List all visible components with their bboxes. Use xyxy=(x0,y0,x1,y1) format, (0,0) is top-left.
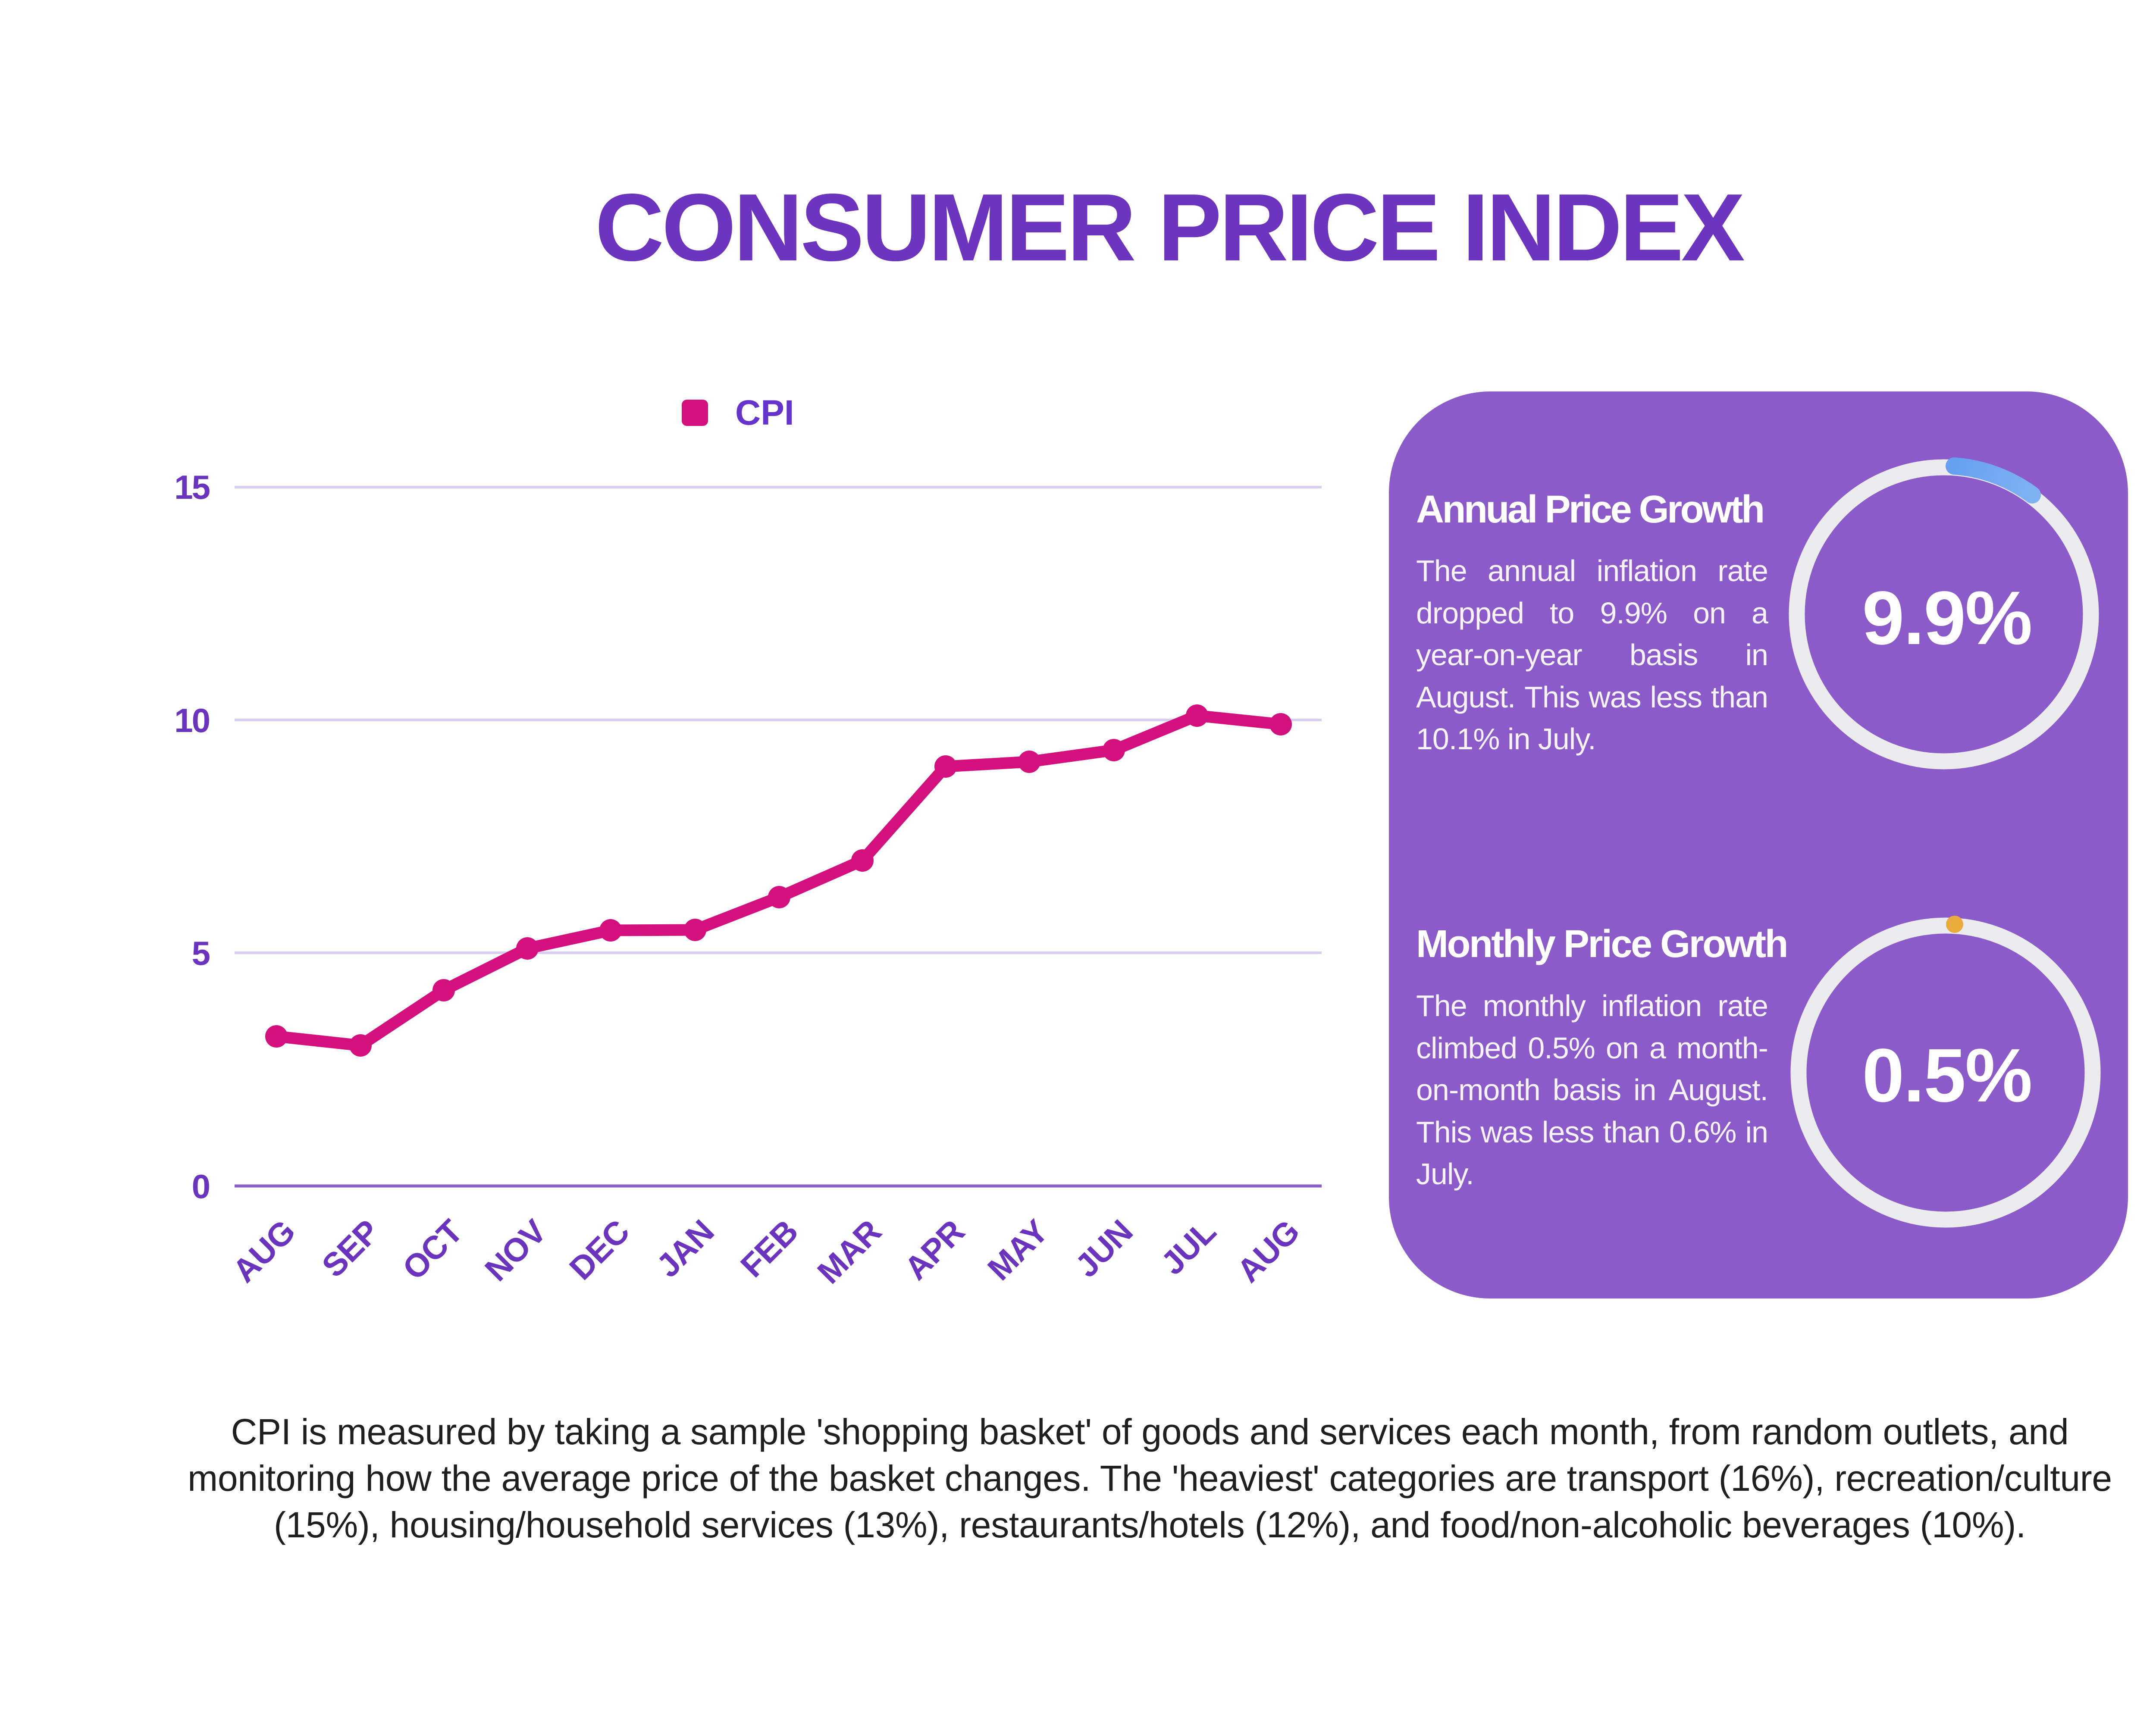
svg-text:0: 0 xyxy=(192,1167,210,1205)
svg-text:9.9%: 9.9% xyxy=(1862,576,2031,660)
svg-text:0.5%: 0.5% xyxy=(1862,1033,2031,1118)
svg-text:CPI: CPI xyxy=(735,393,794,432)
svg-text:15: 15 xyxy=(174,468,210,506)
svg-text:10: 10 xyxy=(174,701,209,739)
svg-text:5: 5 xyxy=(192,934,210,972)
